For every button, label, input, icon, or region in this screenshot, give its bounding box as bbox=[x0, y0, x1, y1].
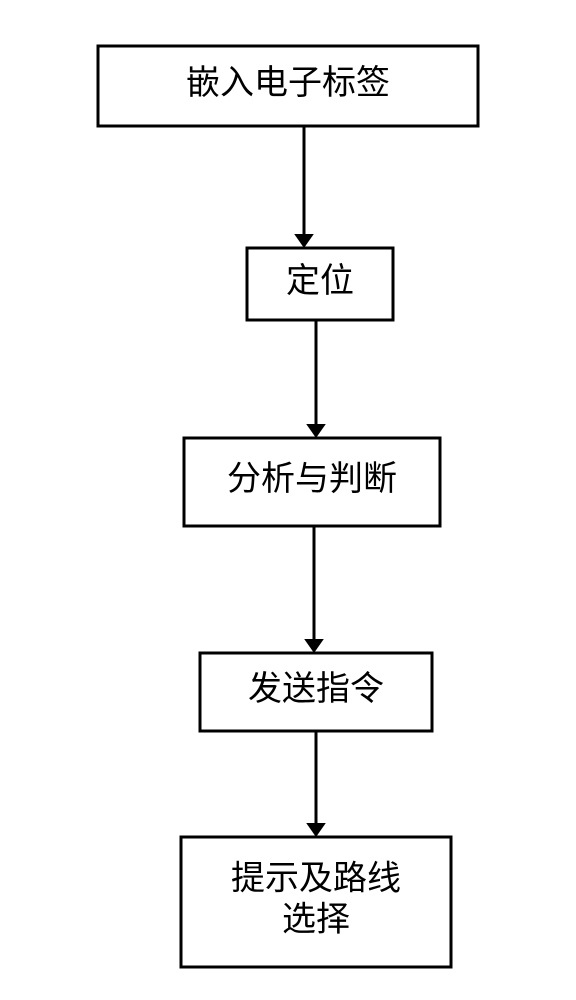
node-n5: 提示及路线选择 bbox=[181, 837, 451, 967]
arrowhead-n3-n4 bbox=[304, 639, 324, 653]
nodes-layer: 嵌入电子标签定位分析与判断发送指令提示及路线选择 bbox=[98, 46, 478, 967]
flowchart-canvas: 嵌入电子标签定位分析与判断发送指令提示及路线选择 bbox=[0, 0, 576, 1000]
arrowhead-n1-n2 bbox=[294, 234, 314, 248]
node-n1: 嵌入电子标签 bbox=[98, 46, 478, 126]
node-n3: 分析与判断 bbox=[184, 438, 440, 526]
node-label-n3: 分析与判断 bbox=[227, 460, 397, 498]
node-label-n4: 发送指令 bbox=[248, 670, 384, 708]
node-label-n1: 嵌入电子标签 bbox=[186, 64, 390, 102]
arrowhead-n2-n3 bbox=[306, 424, 326, 438]
node-label-n2: 定位 bbox=[286, 262, 354, 300]
arrowhead-n4-n5 bbox=[306, 823, 326, 837]
node-n4: 发送指令 bbox=[200, 653, 432, 731]
node-n2: 定位 bbox=[247, 248, 393, 320]
